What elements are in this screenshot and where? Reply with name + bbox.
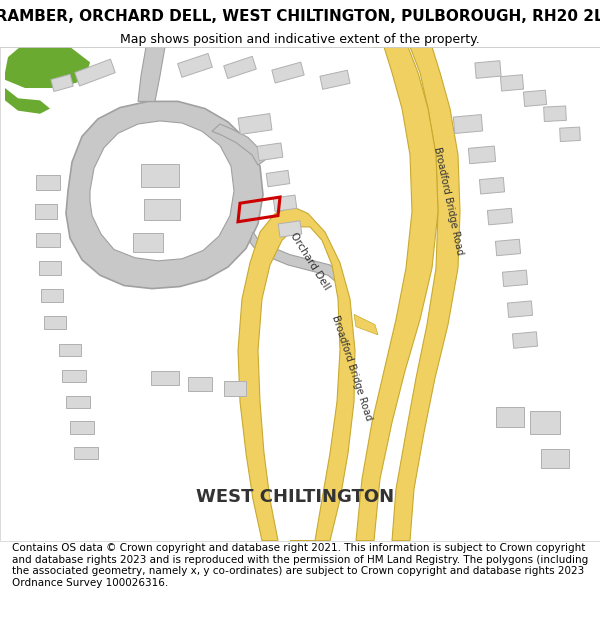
Polygon shape <box>356 47 438 541</box>
Polygon shape <box>250 232 340 284</box>
Polygon shape <box>496 407 524 428</box>
Text: Broadford Bridge Road: Broadford Bridge Road <box>431 146 464 256</box>
Polygon shape <box>238 114 272 134</box>
Polygon shape <box>188 377 212 391</box>
Polygon shape <box>41 289 63 302</box>
Polygon shape <box>66 101 263 289</box>
Polygon shape <box>354 314 378 335</box>
Polygon shape <box>508 301 533 318</box>
Polygon shape <box>70 421 94 434</box>
Polygon shape <box>487 208 512 225</box>
Polygon shape <box>66 396 90 408</box>
Polygon shape <box>212 124 265 165</box>
Polygon shape <box>133 233 163 252</box>
Polygon shape <box>530 411 560 434</box>
Polygon shape <box>512 332 538 348</box>
Polygon shape <box>62 370 86 382</box>
Polygon shape <box>39 261 61 275</box>
Polygon shape <box>273 195 297 211</box>
Polygon shape <box>75 59 115 86</box>
Polygon shape <box>278 221 302 237</box>
Text: Orchard Dell: Orchard Dell <box>289 231 332 291</box>
Polygon shape <box>36 176 60 190</box>
Polygon shape <box>541 449 569 468</box>
Polygon shape <box>224 56 256 79</box>
Polygon shape <box>144 199 180 219</box>
Polygon shape <box>51 74 73 91</box>
Polygon shape <box>35 204 57 219</box>
Polygon shape <box>238 206 355 541</box>
Polygon shape <box>454 114 482 134</box>
Polygon shape <box>44 316 66 329</box>
Text: Contains OS data © Crown copyright and database right 2021. This information is : Contains OS data © Crown copyright and d… <box>12 543 588 588</box>
Polygon shape <box>320 70 350 89</box>
Text: BRAMBER, ORCHARD DELL, WEST CHILTINGTON, PULBOROUGH, RH20 2LB: BRAMBER, ORCHARD DELL, WEST CHILTINGTON,… <box>0 9 600 24</box>
Text: WEST CHILTINGTON: WEST CHILTINGTON <box>196 488 394 506</box>
Polygon shape <box>502 270 527 287</box>
Polygon shape <box>500 75 524 91</box>
Polygon shape <box>5 47 90 88</box>
Polygon shape <box>544 106 566 121</box>
Polygon shape <box>266 171 290 187</box>
Polygon shape <box>523 90 547 106</box>
Polygon shape <box>141 164 179 187</box>
Polygon shape <box>74 447 98 459</box>
Polygon shape <box>469 146 496 164</box>
Polygon shape <box>90 121 234 261</box>
Polygon shape <box>151 371 179 385</box>
Polygon shape <box>496 239 521 256</box>
Polygon shape <box>36 233 60 248</box>
Text: Broadford Bridge Road: Broadford Bridge Road <box>330 314 374 422</box>
Polygon shape <box>475 61 501 78</box>
Polygon shape <box>224 381 246 396</box>
Text: Map shows position and indicative extent of the property.: Map shows position and indicative extent… <box>120 32 480 46</box>
Polygon shape <box>392 47 460 541</box>
Polygon shape <box>479 177 505 194</box>
Polygon shape <box>5 88 50 114</box>
Polygon shape <box>560 127 580 141</box>
Polygon shape <box>59 344 81 356</box>
Polygon shape <box>178 54 212 78</box>
Polygon shape <box>257 143 283 161</box>
Polygon shape <box>138 47 165 101</box>
Polygon shape <box>272 62 304 83</box>
